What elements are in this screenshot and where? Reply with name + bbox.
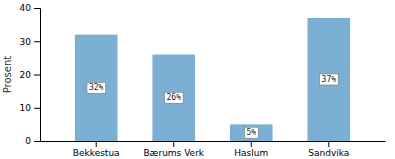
- y-tick: 30: [20, 37, 40, 47]
- y-axis-line: [34, 9, 41, 142]
- chart-container: Bekkestua Bærums Verk Haslum Sandvika 0 10 20 3…: [0, 0, 395, 159]
- x-axis-line: [41, 141, 386, 142]
- y-tick-label: 40: [20, 3, 32, 13]
- data-label-group: 37%: [320, 74, 339, 85]
- y-tick-mark: [34, 75, 40, 76]
- y-tick-label: 30: [20, 37, 32, 47]
- data-label: 5%: [246, 128, 256, 137]
- data-label-group: 32%: [87, 82, 106, 93]
- x-tick-label: Haslum: [234, 148, 268, 158]
- x-tick-mark: [251, 141, 252, 147]
- y-tick: 40: [20, 3, 40, 13]
- data-label: 32%: [89, 83, 104, 92]
- y-tick-label: 0: [25, 136, 31, 146]
- bars: [75, 18, 350, 141]
- x-tick: Sandvika: [308, 141, 349, 158]
- bar: [307, 18, 350, 141]
- data-labels: 32% 26% 5% 37%: [87, 74, 338, 138]
- bar: [230, 124, 273, 141]
- data-label-box: [320, 74, 339, 85]
- x-tick-mark: [173, 141, 174, 147]
- data-label: 37%: [322, 75, 337, 84]
- data-label-group: 5%: [244, 127, 258, 138]
- data-label-group: 26%: [165, 92, 184, 103]
- x-tick-label: Sandvika: [308, 148, 349, 158]
- bar: [152, 55, 195, 141]
- x-tick: Haslum: [234, 141, 268, 158]
- data-label-box: [87, 82, 106, 93]
- y-tick: 20: [20, 70, 40, 80]
- x-tick-mark: [328, 141, 329, 147]
- y-axis: 0 10 20 30 40: [20, 3, 41, 146]
- y-tick-label: 20: [20, 70, 32, 80]
- bar: [75, 35, 118, 141]
- y-tick: 0: [25, 136, 40, 146]
- x-tick-label: Bekkestua: [73, 148, 120, 158]
- x-tick-label: Bærums Verk: [143, 148, 204, 158]
- data-label: 26%: [167, 93, 182, 102]
- chart-svg: Bekkestua Bærums Verk Haslum Sandvika 0 10 20 3…: [0, 0, 395, 159]
- y-tick-mark: [34, 141, 40, 142]
- y-tick-mark: [34, 41, 40, 42]
- plot-area: Bekkestua Bærums Verk Haslum Sandvika 0 10 20 3…: [20, 3, 386, 158]
- data-label-box: [244, 127, 258, 138]
- y-tick-mark: [34, 108, 40, 109]
- x-tick-mark: [96, 141, 97, 147]
- y-tick: 10: [20, 103, 40, 113]
- y-axis-title: Prosent: [2, 56, 13, 94]
- x-axis: Bekkestua Bærums Verk Haslum Sandvika: [41, 141, 386, 158]
- data-label-box: [165, 92, 184, 103]
- y-tick-mark: [34, 8, 40, 9]
- x-tick: Bekkestua: [73, 141, 120, 158]
- x-tick: Bærums Verk: [143, 141, 204, 158]
- y-tick-label: 10: [20, 103, 32, 113]
